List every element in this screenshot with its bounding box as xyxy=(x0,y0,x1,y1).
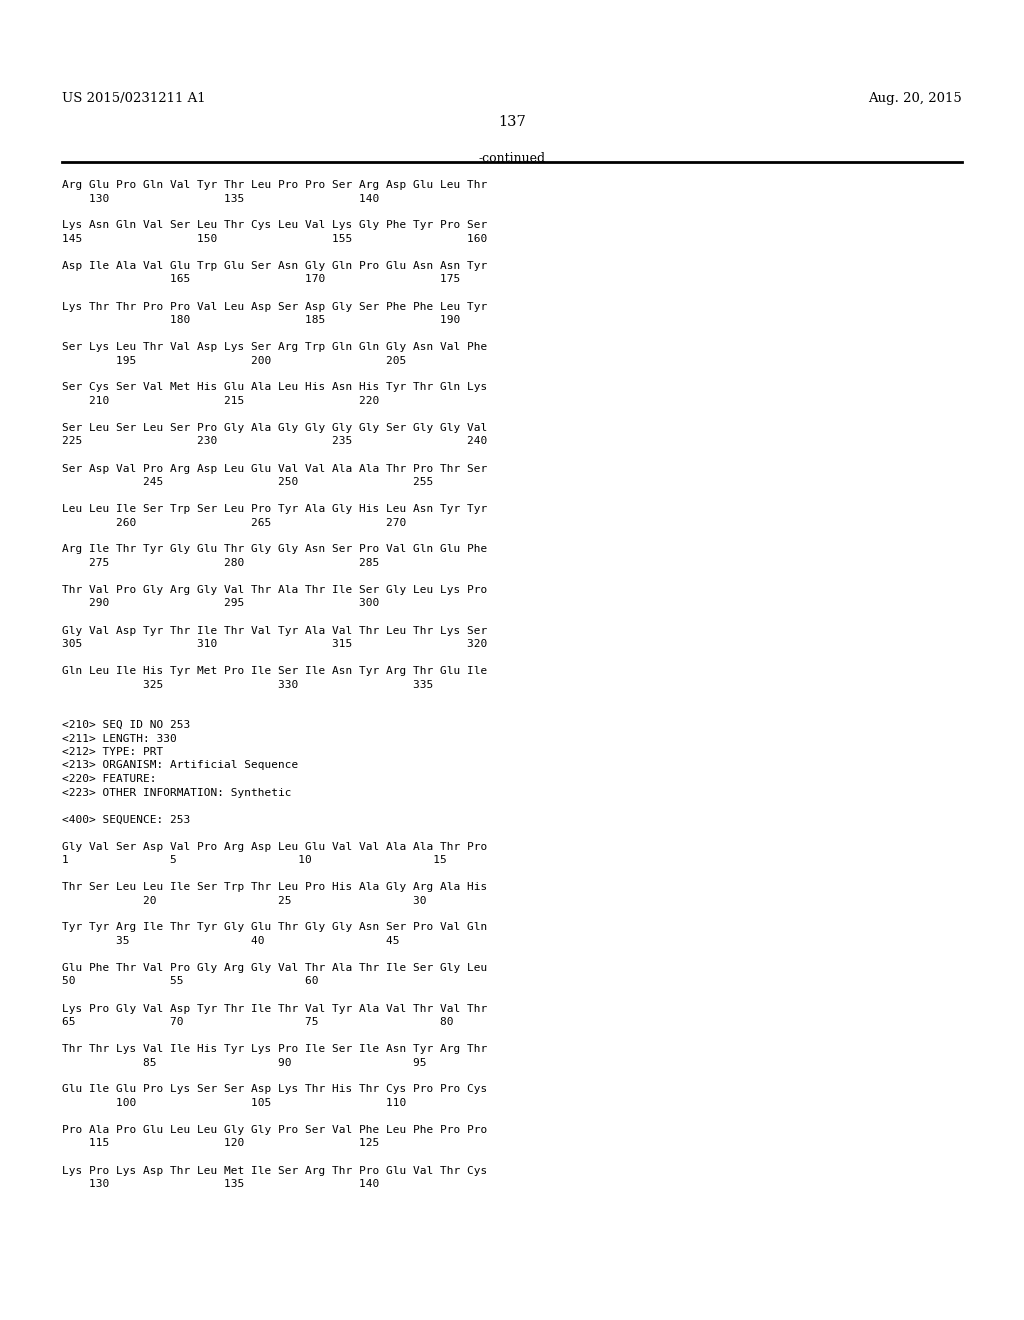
Text: Thr Val Pro Gly Arg Gly Val Thr Ala Thr Ile Ser Gly Leu Lys Pro: Thr Val Pro Gly Arg Gly Val Thr Ala Thr … xyxy=(62,585,487,595)
Text: 1               5                  10                  15: 1 5 10 15 xyxy=(62,855,446,865)
Text: Ser Cys Ser Val Met His Glu Ala Leu His Asn His Tyr Thr Gln Lys: Ser Cys Ser Val Met His Glu Ala Leu His … xyxy=(62,383,487,392)
Text: 225                 230                 235                 240: 225 230 235 240 xyxy=(62,437,487,446)
Text: Thr Thr Lys Val Ile His Tyr Lys Pro Ile Ser Ile Asn Tyr Arg Thr: Thr Thr Lys Val Ile His Tyr Lys Pro Ile … xyxy=(62,1044,487,1053)
Text: 275                 280                 285: 275 280 285 xyxy=(62,558,379,568)
Text: Arg Glu Pro Gln Val Tyr Thr Leu Pro Pro Ser Arg Asp Glu Leu Thr: Arg Glu Pro Gln Val Tyr Thr Leu Pro Pro … xyxy=(62,180,487,190)
Text: Thr Ser Leu Leu Ile Ser Trp Thr Leu Pro His Ala Gly Arg Ala His: Thr Ser Leu Leu Ile Ser Trp Thr Leu Pro … xyxy=(62,882,487,892)
Text: Leu Leu Ile Ser Trp Ser Leu Pro Tyr Ala Gly His Leu Asn Tyr Tyr: Leu Leu Ile Ser Trp Ser Leu Pro Tyr Ala … xyxy=(62,504,487,513)
Text: <212> TYPE: PRT: <212> TYPE: PRT xyxy=(62,747,163,756)
Text: 35                  40                  45: 35 40 45 xyxy=(62,936,399,946)
Text: Gln Leu Ile His Tyr Met Pro Ile Ser Ile Asn Tyr Arg Thr Glu Ile: Gln Leu Ile His Tyr Met Pro Ile Ser Ile … xyxy=(62,667,487,676)
Text: 210                 215                 220: 210 215 220 xyxy=(62,396,379,407)
Text: Arg Ile Thr Tyr Gly Glu Thr Gly Gly Asn Ser Pro Val Gln Glu Phe: Arg Ile Thr Tyr Gly Glu Thr Gly Gly Asn … xyxy=(62,544,487,554)
Text: 20                  25                  30: 20 25 30 xyxy=(62,895,427,906)
Text: 245                 250                 255: 245 250 255 xyxy=(62,477,433,487)
Text: 195                 200                 205: 195 200 205 xyxy=(62,355,407,366)
Text: Glu Ile Glu Pro Lys Ser Ser Asp Lys Thr His Thr Cys Pro Pro Cys: Glu Ile Glu Pro Lys Ser Ser Asp Lys Thr … xyxy=(62,1085,487,1094)
Text: Gly Val Ser Asp Val Pro Arg Asp Leu Glu Val Val Ala Ala Thr Pro: Gly Val Ser Asp Val Pro Arg Asp Leu Glu … xyxy=(62,842,487,851)
Text: 137: 137 xyxy=(498,115,526,129)
Text: Lys Asn Gln Val Ser Leu Thr Cys Leu Val Lys Gly Phe Tyr Pro Ser: Lys Asn Gln Val Ser Leu Thr Cys Leu Val … xyxy=(62,220,487,231)
Text: Pro Ala Pro Glu Leu Leu Gly Gly Pro Ser Val Phe Leu Phe Pro Pro: Pro Ala Pro Glu Leu Leu Gly Gly Pro Ser … xyxy=(62,1125,487,1135)
Text: Lys Pro Lys Asp Thr Leu Met Ile Ser Arg Thr Pro Glu Val Thr Cys: Lys Pro Lys Asp Thr Leu Met Ile Ser Arg … xyxy=(62,1166,487,1176)
Text: <223> OTHER INFORMATION: Synthetic: <223> OTHER INFORMATION: Synthetic xyxy=(62,788,292,797)
Text: Ser Leu Ser Leu Ser Pro Gly Ala Gly Gly Gly Gly Ser Gly Gly Val: Ser Leu Ser Leu Ser Pro Gly Ala Gly Gly … xyxy=(62,422,487,433)
Text: 260                 265                 270: 260 265 270 xyxy=(62,517,407,528)
Text: <211> LENGTH: 330: <211> LENGTH: 330 xyxy=(62,734,177,743)
Text: Tyr Tyr Arg Ile Thr Tyr Gly Glu Thr Gly Gly Asn Ser Pro Val Gln: Tyr Tyr Arg Ile Thr Tyr Gly Glu Thr Gly … xyxy=(62,923,487,932)
Text: 180                 185                 190: 180 185 190 xyxy=(62,315,460,325)
Text: 145                 150                 155                 160: 145 150 155 160 xyxy=(62,234,487,244)
Text: Aug. 20, 2015: Aug. 20, 2015 xyxy=(868,92,962,106)
Text: Glu Phe Thr Val Pro Gly Arg Gly Val Thr Ala Thr Ile Ser Gly Leu: Glu Phe Thr Val Pro Gly Arg Gly Val Thr … xyxy=(62,964,487,973)
Text: <220> FEATURE:: <220> FEATURE: xyxy=(62,774,157,784)
Text: 130                 135                 140: 130 135 140 xyxy=(62,1179,379,1189)
Text: -continued: -continued xyxy=(478,152,546,165)
Text: 85                  90                  95: 85 90 95 xyxy=(62,1057,427,1068)
Text: 65              70                  75                  80: 65 70 75 80 xyxy=(62,1016,454,1027)
Text: <210> SEQ ID NO 253: <210> SEQ ID NO 253 xyxy=(62,719,190,730)
Text: Ser Asp Val Pro Arg Asp Leu Glu Val Val Ala Ala Thr Pro Thr Ser: Ser Asp Val Pro Arg Asp Leu Glu Val Val … xyxy=(62,463,487,474)
Text: 130                 135                 140: 130 135 140 xyxy=(62,194,379,203)
Text: 165                 170                 175: 165 170 175 xyxy=(62,275,460,285)
Text: US 2015/0231211 A1: US 2015/0231211 A1 xyxy=(62,92,206,106)
Text: <213> ORGANISM: Artificial Sequence: <213> ORGANISM: Artificial Sequence xyxy=(62,760,298,771)
Text: Lys Pro Gly Val Asp Tyr Thr Ile Thr Val Tyr Ala Val Thr Val Thr: Lys Pro Gly Val Asp Tyr Thr Ile Thr Val … xyxy=(62,1003,487,1014)
Text: Ser Lys Leu Thr Val Asp Lys Ser Arg Trp Gln Gln Gly Asn Val Phe: Ser Lys Leu Thr Val Asp Lys Ser Arg Trp … xyxy=(62,342,487,352)
Text: 305                 310                 315                 320: 305 310 315 320 xyxy=(62,639,487,649)
Text: 100                 105                 110: 100 105 110 xyxy=(62,1098,407,1107)
Text: Lys Thr Thr Pro Pro Val Leu Asp Ser Asp Gly Ser Phe Phe Leu Tyr: Lys Thr Thr Pro Pro Val Leu Asp Ser Asp … xyxy=(62,301,487,312)
Text: 325                 330                 335: 325 330 335 xyxy=(62,680,433,689)
Text: 50              55                  60: 50 55 60 xyxy=(62,977,318,986)
Text: Gly Val Asp Tyr Thr Ile Thr Val Tyr Ala Val Thr Leu Thr Lys Ser: Gly Val Asp Tyr Thr Ile Thr Val Tyr Ala … xyxy=(62,626,487,635)
Text: 290                 295                 300: 290 295 300 xyxy=(62,598,379,609)
Text: <400> SEQUENCE: 253: <400> SEQUENCE: 253 xyxy=(62,814,190,825)
Text: Asp Ile Ala Val Glu Trp Glu Ser Asn Gly Gln Pro Glu Asn Asn Tyr: Asp Ile Ala Val Glu Trp Glu Ser Asn Gly … xyxy=(62,261,487,271)
Text: 115                 120                 125: 115 120 125 xyxy=(62,1138,379,1148)
